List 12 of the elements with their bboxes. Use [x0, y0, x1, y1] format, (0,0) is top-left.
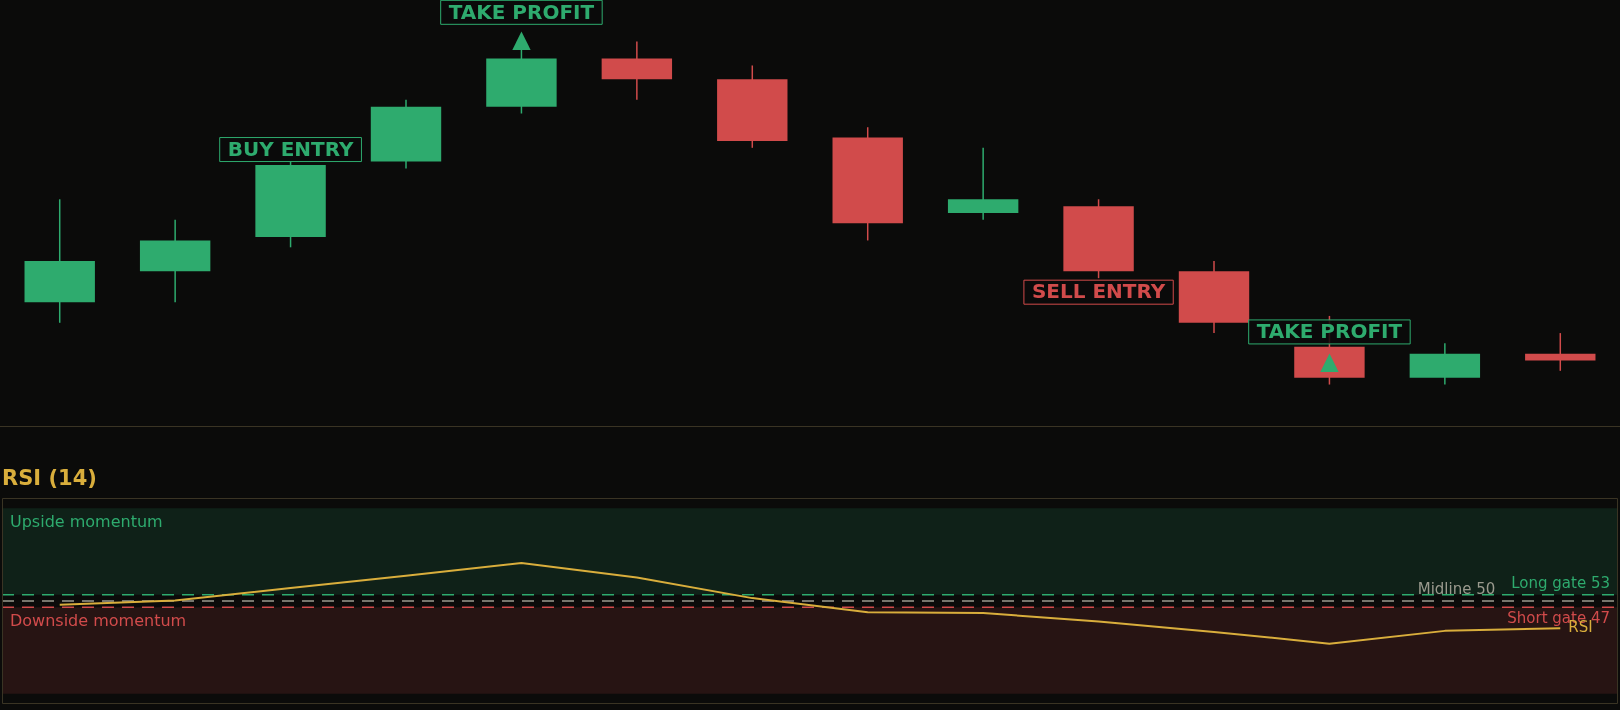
- band-label: Upside momentum: [10, 512, 163, 532]
- annotation: BUY ENTRY: [227, 136, 354, 161]
- annotation: ▲: [512, 24, 532, 53]
- ref-line-label: Long gate 53: [1511, 574, 1610, 593]
- chart-title: RSI (14): [2, 465, 97, 490]
- band-label: Downside momentum: [10, 611, 187, 631]
- annotation: TAKE PROFIT: [1256, 319, 1403, 344]
- candlestick: [1525, 332, 1596, 372]
- ref-line-label: Midline 50: [1417, 580, 1496, 599]
- text: TAKE PROFIT: [448, 0, 595, 24]
- annotation: ▲: [1320, 347, 1340, 376]
- annotation: SELL ENTRY: [1031, 279, 1166, 304]
